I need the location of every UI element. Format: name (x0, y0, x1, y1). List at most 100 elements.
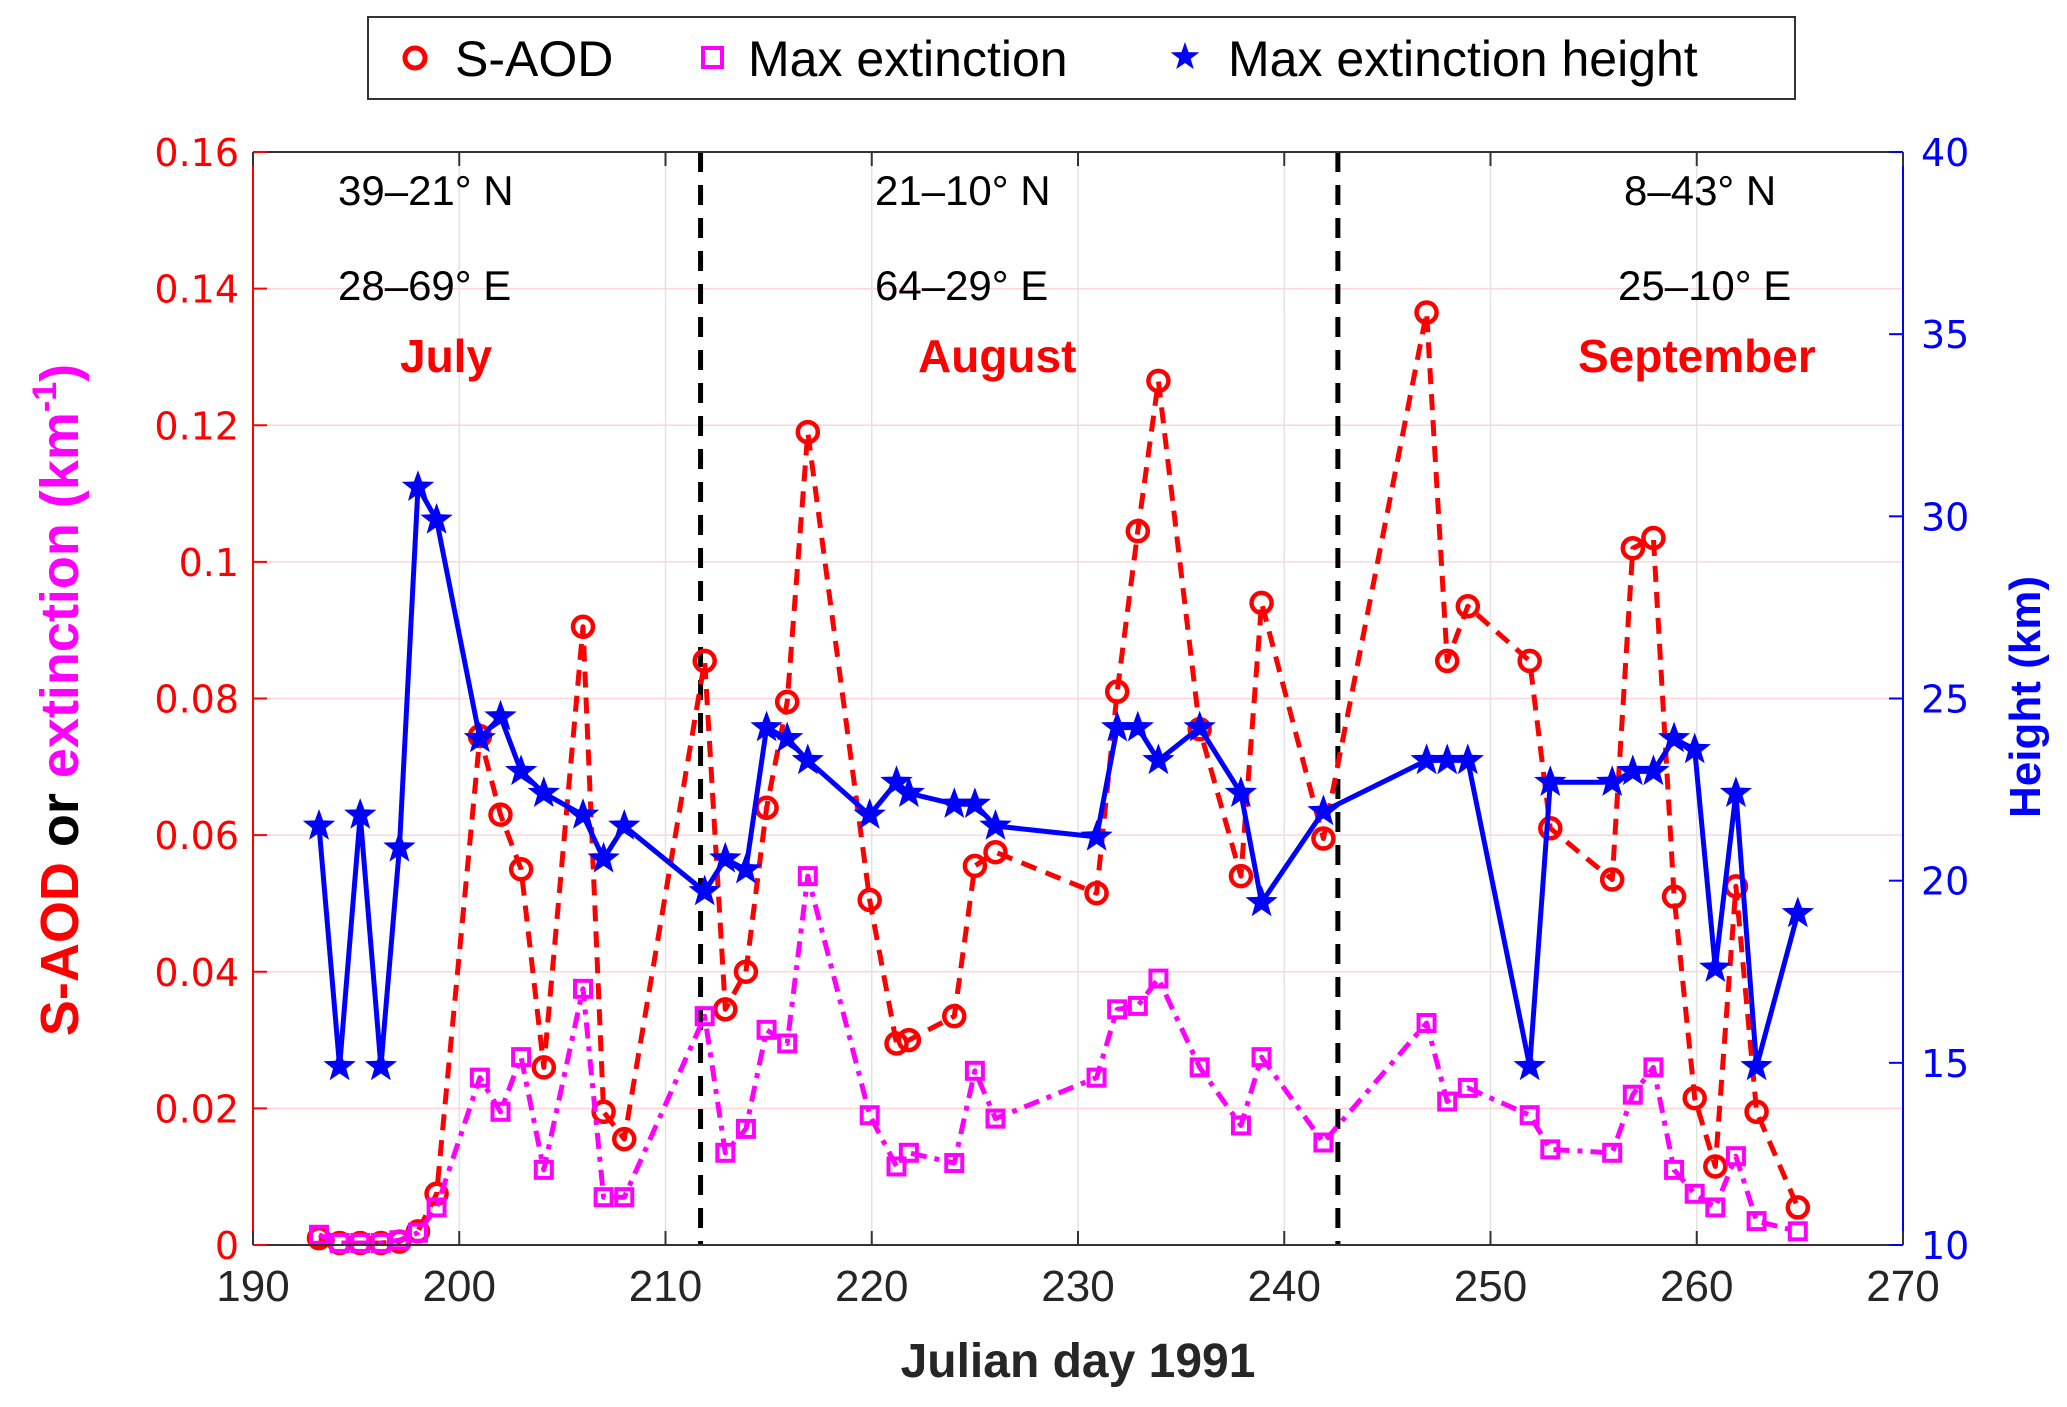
data-point-star (1410, 743, 1443, 775)
data-point-star (401, 470, 435, 501)
x-tick-label: 230 (1041, 1262, 1114, 1311)
data-point-square (389, 1230, 410, 1251)
data-point-square (370, 1232, 391, 1253)
data-point-circle (795, 419, 821, 445)
data-point-square (593, 1187, 614, 1208)
data-point-star (791, 743, 824, 775)
data-point-circle (1620, 535, 1646, 561)
data-point-square (469, 1067, 490, 1088)
data-point-circle (884, 1031, 909, 1056)
data-point-star (484, 699, 517, 731)
data-point-square (1313, 1132, 1334, 1153)
data-point-circle (1744, 1099, 1769, 1125)
data-point-star (958, 787, 991, 818)
y-axis-left-label: S-AOD or extinction (km-1) (26, 364, 90, 1036)
data-point-star (344, 798, 377, 829)
august-month-label: August (918, 330, 1076, 382)
data-point-circle (1249, 590, 1274, 616)
august-longitude: 64–29° E (875, 262, 1048, 309)
y-left-tick-label: 0.16 (154, 131, 239, 175)
data-point-square (1251, 1047, 1272, 1068)
data-point-circle (570, 614, 596, 640)
y-axis-right-label: Height (km) (2001, 576, 2050, 818)
data-point-circle (1703, 1154, 1728, 1179)
data-point-star (323, 1049, 356, 1081)
data-point-star (1307, 794, 1340, 826)
annotations: 39–21° N 28–69° E July 21–10° N 64–29° E… (338, 167, 1816, 382)
data-point-circle (713, 997, 738, 1022)
legend-marker-max-extinction (701, 46, 724, 69)
data-point-star (587, 841, 620, 873)
data-point-circle (1641, 525, 1666, 551)
y-right-tick-label: 30 (1921, 495, 1969, 539)
data-point-square (1519, 1105, 1540, 1126)
data-point-circle (488, 802, 513, 827)
data-point-star (505, 754, 538, 786)
data-point-square (329, 1232, 350, 1253)
data-point-square (1148, 968, 1169, 989)
data-point-square (886, 1156, 907, 1177)
data-point-square (797, 866, 818, 887)
data-point-star (892, 776, 925, 807)
data-point-square (426, 1197, 447, 1218)
data-point-star (1781, 896, 1814, 928)
tick-labels: 190 200 210 220 230 240 250 260 270 0 0.02 0.04 0.06… (154, 131, 1969, 1311)
y-left-label-part-saod: S-AOD (30, 862, 90, 1036)
data-point-star (302, 809, 336, 840)
x-tick-label: 190 (216, 1262, 289, 1311)
data-point-circle (1228, 863, 1254, 889)
data-point-square (1643, 1057, 1664, 1078)
data-point-star (1142, 743, 1175, 775)
x-axis-label: Julian day 1991 (901, 1335, 1256, 1388)
data-point-star (709, 841, 742, 873)
x-tick-label: 200 (423, 1262, 496, 1311)
data-point-circle (1434, 648, 1460, 674)
x-tick-label: 250 (1454, 1262, 1527, 1311)
y-right-tick-label: 10 (1921, 1224, 1969, 1268)
data-point-circle (508, 857, 534, 882)
y-right-tick-label: 15 (1921, 1042, 1969, 1086)
data-point-square (350, 1232, 371, 1253)
series-line (316, 484, 1801, 1069)
data-point-circle (1104, 679, 1130, 704)
data-point-square (614, 1187, 635, 1208)
y-left-label-part-or: or (30, 778, 90, 862)
data-point-circle (1125, 518, 1151, 544)
data-point-star (1616, 754, 1649, 786)
series-line (318, 310, 1801, 1246)
data-point-star (1657, 721, 1691, 753)
data-point-square (1230, 1115, 1251, 1136)
legend-label-max-extinction: Max extinction (748, 31, 1068, 87)
data-point-square (533, 1159, 554, 1180)
data-point-square (1416, 1012, 1437, 1033)
axes (252, 151, 1904, 1246)
data-point-square (1684, 1183, 1705, 1204)
grid (252, 151, 1904, 1246)
data-point-square (1787, 1221, 1808, 1242)
legend-label-saod: S-AOD (455, 31, 613, 87)
data-point-star (1719, 776, 1753, 807)
x-tick-label: 240 (1248, 1262, 1321, 1311)
data-point-square (898, 1142, 919, 1163)
data-point-circle (1414, 300, 1439, 325)
y-left-label-part-close: ) (30, 364, 90, 382)
data-point-star (608, 809, 641, 840)
data-point-circle (1146, 368, 1171, 394)
data-point-square (1107, 999, 1128, 1020)
july-month-label: July (400, 330, 492, 382)
legend: S-AOD Max extinction Max extinction heig… (367, 16, 1796, 100)
data-point-star (771, 721, 804, 753)
y-left-tick-label: 0 (215, 1224, 239, 1268)
data-point-square (1457, 1077, 1478, 1098)
data-point-star (1451, 743, 1484, 775)
data-point-star (1431, 743, 1464, 775)
y-right-tick-label: 35 (1921, 313, 1969, 357)
data-point-star (1678, 732, 1711, 764)
data-point-circle (1599, 867, 1625, 892)
data-point-star (383, 830, 416, 862)
data-point-square (408, 1222, 428, 1243)
data-point-circle (1311, 826, 1336, 851)
y-right-tick-label: 20 (1921, 860, 1969, 904)
july-latitude: 39–21° N (338, 167, 514, 214)
